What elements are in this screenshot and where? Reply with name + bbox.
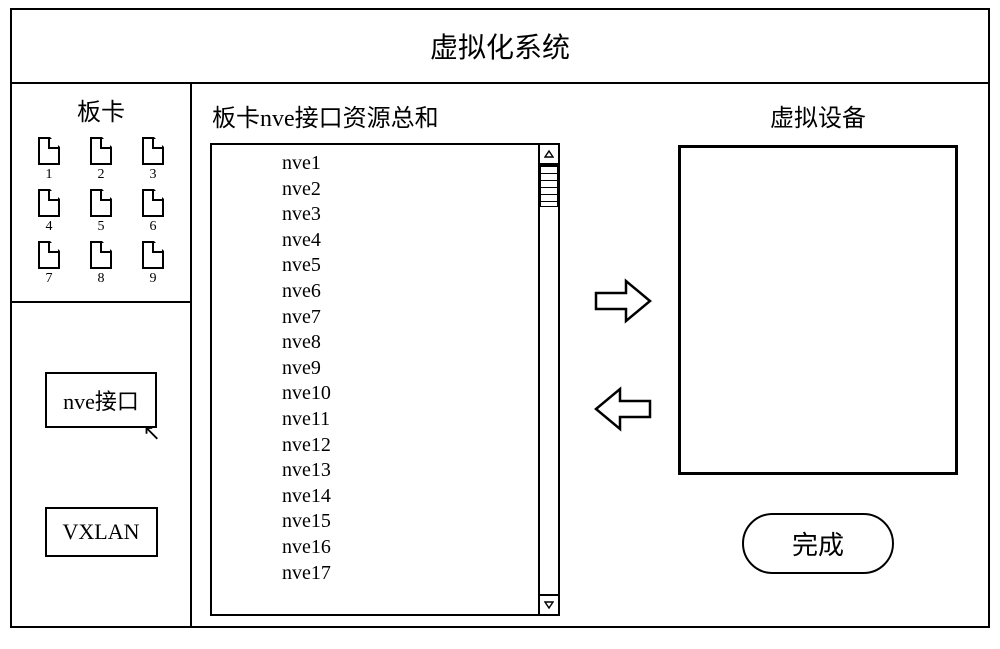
move-left-button[interactable]	[592, 385, 654, 433]
scroll-up-button[interactable]	[540, 145, 558, 165]
sidebar-buttons: nve接口 ↖ VXLAN	[12, 303, 190, 626]
move-right-button[interactable]	[592, 277, 654, 325]
card-item[interactable]: 4	[26, 189, 72, 235]
sidebar: 板卡 1 2 3 4 5 6 7 8 9 nve接口 ↖	[12, 84, 192, 626]
card-item[interactable]: 1	[26, 137, 72, 183]
card-icon	[38, 137, 60, 165]
list-item[interactable]: nve14	[282, 484, 538, 510]
nve-button-label: nve接口	[63, 389, 139, 414]
card-panel: 板卡 1 2 3 4 5 6 7 8 9	[12, 84, 190, 303]
list-item[interactable]: nve3	[282, 202, 538, 228]
card-number: 2	[78, 167, 124, 183]
list-item[interactable]: nve5	[282, 253, 538, 279]
list-item[interactable]: nve9	[282, 356, 538, 382]
card-number: 4	[26, 219, 72, 235]
list-item[interactable]: nve4	[282, 228, 538, 254]
card-icon	[142, 189, 164, 217]
vxlan-button-label: VXLAN	[63, 519, 140, 544]
resource-title: 板卡nve接口资源总和	[212, 98, 560, 133]
done-button[interactable]: 完成	[742, 513, 894, 574]
cursor-icon: ↖	[142, 422, 160, 444]
list-item[interactable]: nve7	[282, 305, 538, 331]
device-panel: 虚拟设备 完成	[668, 84, 988, 626]
device-title: 虚拟设备	[770, 98, 866, 133]
list-item[interactable]: nve10	[282, 381, 538, 407]
card-number: 1	[26, 167, 72, 183]
main-body: 板卡 1 2 3 4 5 6 7 8 9 nve接口 ↖	[12, 84, 988, 626]
card-number: 5	[78, 219, 124, 235]
list-item[interactable]: nve15	[282, 509, 538, 535]
card-number: 9	[130, 271, 176, 287]
resource-listbox: nve1 nve2 nve3 nve4 nve5 nve6 nve7 nve8 …	[210, 143, 560, 616]
list-item[interactable]: nve12	[282, 433, 538, 459]
device-dropzone[interactable]	[678, 145, 958, 475]
list-item[interactable]: nve11	[282, 407, 538, 433]
resource-list[interactable]: nve1 nve2 nve3 nve4 nve5 nve6 nve7 nve8 …	[212, 145, 538, 614]
card-icon	[142, 241, 164, 269]
card-icon	[90, 137, 112, 165]
card-number: 8	[78, 271, 124, 287]
list-item[interactable]: nve17	[282, 561, 538, 587]
resource-panel: 板卡nve接口资源总和 nve1 nve2 nve3 nve4 nve5 nve…	[192, 84, 578, 626]
card-icon	[142, 137, 164, 165]
chevron-down-icon	[544, 601, 554, 609]
card-item[interactable]: 5	[78, 189, 124, 235]
done-label: 完成	[792, 531, 844, 560]
card-number: 7	[26, 271, 72, 287]
list-item[interactable]: nve13	[282, 458, 538, 484]
scroll-track[interactable]	[540, 165, 558, 594]
list-item[interactable]: nve1	[282, 151, 538, 177]
card-icon	[90, 189, 112, 217]
scroll-down-button[interactable]	[540, 594, 558, 614]
card-icon	[38, 189, 60, 217]
list-item[interactable]: nve2	[282, 177, 538, 203]
list-item[interactable]: nve8	[282, 330, 538, 356]
card-icon	[90, 241, 112, 269]
nve-interface-button[interactable]: nve接口 ↖	[45, 372, 157, 428]
card-item[interactable]: 8	[78, 241, 124, 287]
list-item[interactable]: nve16	[282, 535, 538, 561]
scroll-thumb[interactable]	[540, 165, 558, 207]
transfer-arrows	[578, 84, 668, 626]
card-grid: 1 2 3 4 5 6 7 8 9	[20, 137, 182, 287]
card-item[interactable]: 2	[78, 137, 124, 183]
app-title: 虚拟化系统	[12, 10, 988, 84]
scrollbar[interactable]	[538, 145, 558, 614]
card-icon	[38, 241, 60, 269]
card-panel-title: 板卡	[20, 92, 182, 127]
vxlan-button[interactable]: VXLAN	[45, 507, 158, 557]
card-number: 6	[130, 219, 176, 235]
chevron-up-icon	[544, 150, 554, 158]
card-number: 3	[130, 167, 176, 183]
card-item[interactable]: 3	[130, 137, 176, 183]
list-item[interactable]: nve6	[282, 279, 538, 305]
card-item[interactable]: 7	[26, 241, 72, 287]
card-item[interactable]: 6	[130, 189, 176, 235]
app-frame: 虚拟化系统 板卡 1 2 3 4 5 6 7 8 9 nve	[10, 8, 990, 628]
card-item[interactable]: 9	[130, 241, 176, 287]
